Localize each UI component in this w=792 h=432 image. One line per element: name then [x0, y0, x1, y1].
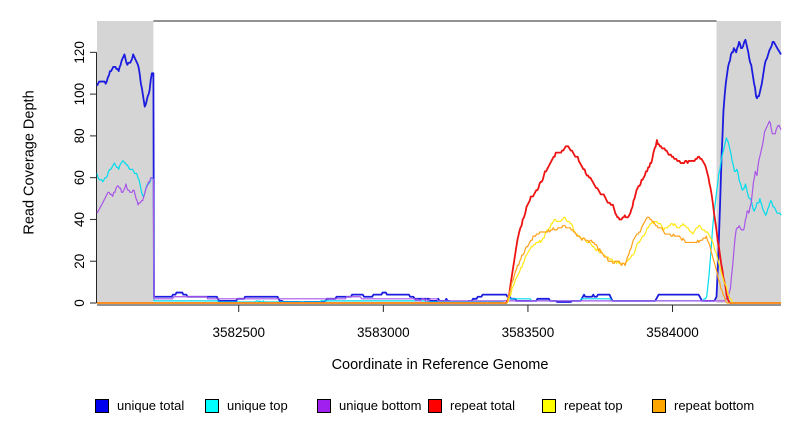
legend-swatch: [95, 398, 109, 413]
svg-text:60: 60: [72, 170, 87, 185]
legend-swatch: [205, 398, 219, 413]
legend-item-unique-bottom: unique bottom: [317, 398, 421, 413]
legend-swatch: [317, 398, 331, 413]
legend-item-repeat-top: repeat top: [542, 398, 623, 413]
shaded-repeat-region: [716, 21, 781, 303]
svg-text:3583000: 3583000: [357, 325, 410, 340]
legend-swatch: [542, 398, 556, 413]
svg-text:100: 100: [72, 83, 87, 106]
legend-label: unique bottom: [339, 398, 422, 413]
series-unique-bottom: [96, 120, 782, 302]
svg-text:3583500: 3583500: [502, 325, 555, 340]
legend-item-repeat-total: repeat total: [428, 398, 515, 413]
svg-text:80: 80: [72, 128, 87, 143]
series-repeat-top: [97, 216, 781, 304]
svg-text:3584000: 3584000: [646, 325, 699, 340]
series-repeat-bottom: [97, 216, 781, 304]
svg-text:3582500: 3582500: [212, 325, 265, 340]
legend-item-unique-total: unique total: [95, 398, 184, 413]
legend-item-repeat-bottom: repeat bottom: [652, 398, 754, 413]
svg-text:20: 20: [72, 254, 87, 269]
legend-label: repeat top: [564, 398, 623, 413]
legend-swatch: [428, 398, 442, 413]
x-axis-title: Coordinate in Reference Genome: [331, 357, 549, 373]
legend-swatch: [652, 398, 666, 413]
series-repeat-total: [97, 139, 781, 304]
svg-text:40: 40: [72, 212, 87, 227]
svg-text:120: 120: [72, 41, 87, 64]
chart-legend: unique total unique top unique bottom repea…: [0, 398, 792, 418]
series-unique-total: [96, 38, 782, 304]
legend-label: unique top: [227, 398, 288, 413]
legend-label: repeat bottom: [674, 398, 755, 413]
series-unique-top: [96, 137, 782, 303]
y-axis-title: Read Coverage Depth: [21, 90, 38, 235]
legend-item-unique-top: unique top: [205, 398, 288, 413]
shaded-repeat-region: [97, 21, 154, 303]
legend-label: unique total: [117, 398, 185, 413]
legend-label: repeat total: [450, 398, 516, 413]
svg-text:0: 0: [72, 299, 87, 307]
